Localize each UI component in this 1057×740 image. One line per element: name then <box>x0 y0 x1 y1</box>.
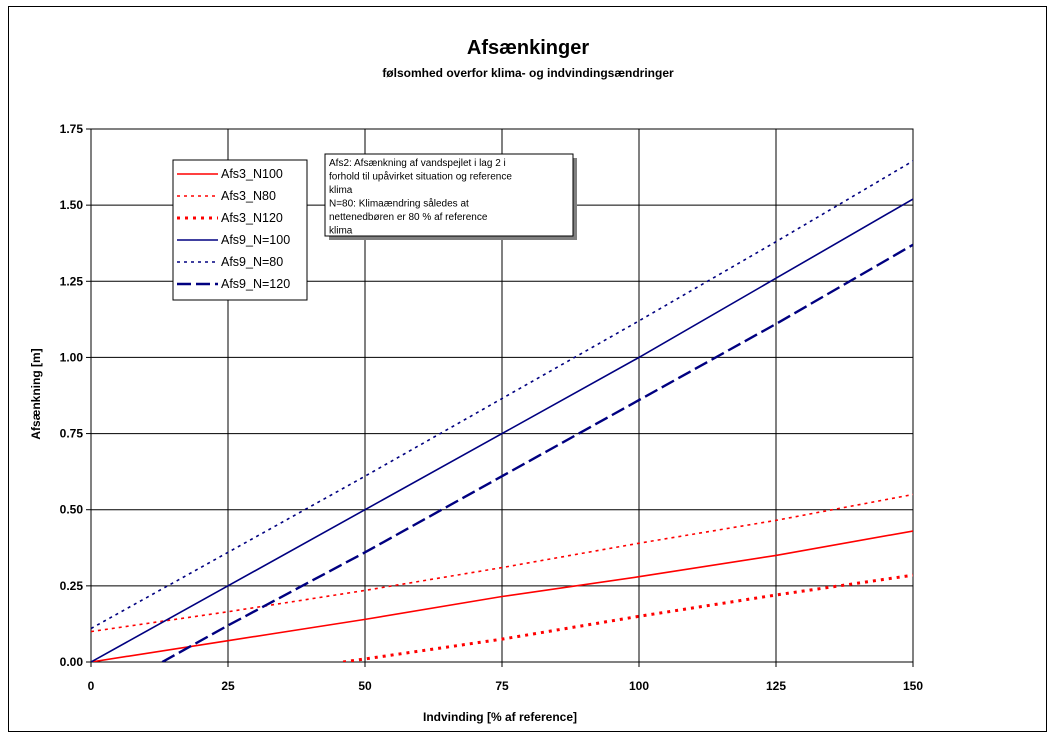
x-tick-label: 75 <box>495 679 509 693</box>
y-tick-label: 0.50 <box>60 503 84 517</box>
legend-label-afs9-n-100: Afs9_N=100 <box>221 233 290 247</box>
annotation-panel <box>324 153 574 237</box>
chart-title: Afsænkinger <box>467 37 589 59</box>
legend: Afs3_N100 Afs3_N80 Afs3_N120 Afs9_N=100 Afs9… <box>172 159 308 301</box>
y-tick-label: 0.75 <box>60 427 84 441</box>
series-line-afs3-n80 <box>91 493 913 633</box>
series-line-afs9-n-100 <box>91 198 913 662</box>
series-layer <box>91 160 913 662</box>
x-tick-label: 100 <box>629 679 649 693</box>
series-line-afs3-n120 <box>342 573 913 662</box>
y-tick-label: 0.25 <box>60 579 84 593</box>
legend-label-afs9-n-80: Afs9_N=80 <box>221 255 283 269</box>
annotation-box: Afs2: Afsænkning af vandspejlet i lag 2 … <box>324 153 577 240</box>
annotation-line: klima <box>329 226 353 237</box>
x-axis-label: Indvinding [% af reference] <box>423 710 577 724</box>
series-line-afs3-n100 <box>91 530 913 662</box>
chart-subtitle: følsomhed overfor klima- og indvindingsæ… <box>382 66 674 80</box>
legend-label-afs3-n100: Afs3_N100 <box>221 167 283 181</box>
tick-layer: 0.00 0.25 0.50 0.75 1.00 1.25 1.50 1.75 0 25 50 75 1… <box>60 122 924 693</box>
legend-label-afs9-n-120: Afs9_N=120 <box>221 277 290 291</box>
y-tick-label: 0.00 <box>60 655 84 669</box>
annotation-line: N=80: Klimaændring således at <box>329 198 469 210</box>
legend-label-afs3-n80: Afs3_N80 <box>221 189 276 203</box>
x-tick-label: 125 <box>766 679 786 693</box>
legend-box <box>172 159 308 301</box>
y-tick-label: 1.75 <box>60 122 84 136</box>
annotation-line: forhold til upåvirket situation og refer… <box>329 171 512 183</box>
series-line-afs9-n-80 <box>91 160 913 630</box>
y-axis-label: Afsænkning [m] <box>29 348 43 439</box>
x-tick-label: 150 <box>903 679 923 693</box>
annotation-line: klima <box>329 185 353 196</box>
annotation-line: Afs2: Afsænkning af vandspejlet i lag 2 … <box>329 158 506 169</box>
series-line-afs9-n-120 <box>161 243 913 662</box>
y-tick-label: 1.25 <box>60 274 84 288</box>
annotation-line: nettenedbøren er 80 % af reference <box>329 212 488 223</box>
legend-label-afs3-n120: Afs3_N120 <box>221 211 283 225</box>
x-tick-label: 25 <box>221 679 235 693</box>
x-tick-label: 0 <box>88 679 95 693</box>
x-tick-label: 50 <box>358 679 372 693</box>
y-tick-label: 1.00 <box>60 350 84 364</box>
y-tick-label: 1.50 <box>60 198 84 212</box>
